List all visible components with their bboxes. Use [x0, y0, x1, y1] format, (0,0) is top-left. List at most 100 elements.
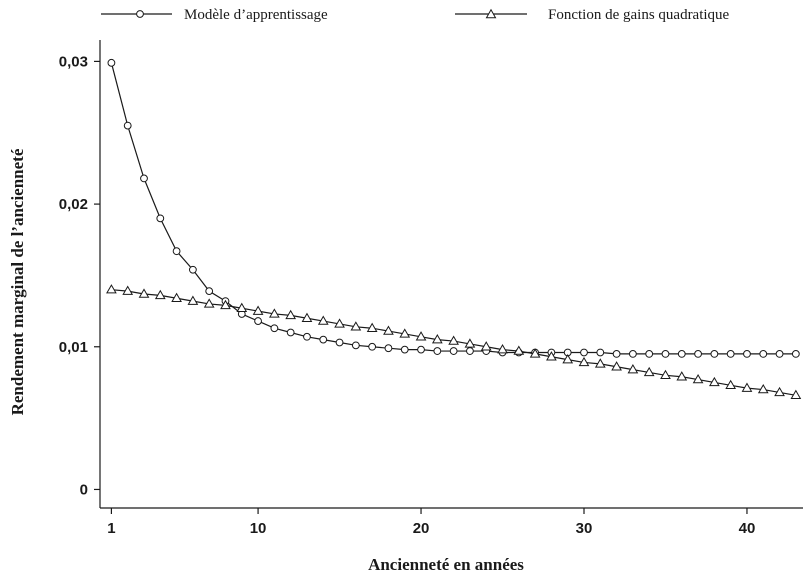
data-point-triangle — [415, 331, 427, 341]
data-point-triangle — [627, 363, 639, 374]
data-point-triangle — [578, 356, 590, 367]
data-point-circle — [661, 350, 670, 358]
data-point-circle — [645, 350, 654, 358]
y-tick-label: 0,02 — [59, 196, 88, 213]
legend: Modèle d’apprentissage Fonction de gains… — [101, 7, 730, 23]
legend-item-series-1: Modèle d’apprentissage — [101, 7, 328, 23]
data-point-triangle — [106, 284, 117, 294]
x-axis: 1 10 20 30 40 — [100, 507, 803, 537]
data-point-circle — [368, 342, 377, 351]
legend-marker-circle-icon — [136, 10, 144, 18]
data-point-triangle — [741, 382, 753, 392]
data-point-triangle — [431, 334, 443, 344]
data-point-circle — [270, 324, 279, 333]
data-point-triangle — [464, 338, 476, 348]
data-point-triangle — [546, 351, 557, 361]
y-axis-title: Rendement marginal de l’ancienneté — [8, 148, 27, 415]
data-point-triangle — [187, 295, 199, 305]
x-tick-label: 1 — [107, 520, 115, 537]
data-point-circle — [791, 350, 800, 358]
data-point-circle — [107, 58, 116, 67]
data-point-triangle — [383, 325, 394, 335]
legend-label-series-1: Modèle d’apprentissage — [184, 7, 328, 23]
y-axis: 0 0,01 0,02 0,03 — [59, 40, 101, 508]
x-tick-label: 30 — [576, 520, 593, 537]
data-point-triangle — [317, 315, 329, 325]
data-point-circle — [417, 345, 425, 354]
data-point-circle — [351, 341, 360, 350]
data-point-triangle — [236, 302, 248, 312]
data-point-circle — [726, 350, 735, 358]
data-point-circle — [466, 347, 474, 355]
x-tick-label: 10 — [250, 520, 267, 537]
data-point-triangle — [350, 321, 362, 331]
y-tick-label: 0,03 — [59, 53, 88, 70]
series-line-1 — [110, 62, 796, 355]
data-point-circle — [596, 348, 605, 357]
data-point-circle — [156, 214, 165, 223]
series-2 — [106, 284, 802, 400]
data-point-triangle — [171, 292, 182, 302]
x-tick-label: 20 — [413, 520, 430, 537]
data-point-triangle — [774, 386, 785, 397]
data-point-triangle — [301, 312, 313, 322]
y-tick-label: 0,01 — [59, 339, 88, 356]
data-point-triangle — [399, 328, 411, 338]
data-point-circle — [433, 347, 442, 355]
data-point-triangle — [725, 379, 737, 390]
data-point-circle — [188, 265, 197, 274]
data-point-triangle — [480, 341, 492, 351]
data-point-circle — [254, 317, 262, 325]
data-point-triangle — [203, 298, 215, 308]
plot-area — [106, 58, 802, 400]
data-point-circle — [580, 348, 588, 357]
data-point-triangle — [154, 289, 166, 300]
data-point-triangle — [497, 344, 508, 354]
data-point-circle — [677, 350, 686, 358]
data-point-triangle — [285, 309, 297, 320]
data-point-triangle — [366, 322, 378, 332]
data-point-circle — [286, 328, 295, 337]
data-point-circle — [303, 332, 311, 341]
data-point-triangle — [220, 299, 231, 310]
y-tick-label: 0 — [80, 481, 88, 498]
data-point-triangle — [676, 371, 688, 381]
data-point-triangle — [562, 354, 574, 364]
data-point-triangle — [757, 383, 769, 394]
data-point-triangle — [709, 376, 720, 387]
data-point-triangle — [513, 345, 525, 355]
data-point-triangle — [692, 373, 704, 384]
data-point-triangle — [643, 366, 655, 377]
data-point-circle — [449, 347, 458, 355]
data-point-circle — [384, 344, 393, 353]
data-point-circle — [743, 350, 751, 358]
data-point-triangle — [448, 335, 459, 345]
data-point-circle — [140, 174, 148, 183]
data-point-circle — [172, 247, 181, 256]
series-1 — [107, 58, 800, 358]
legend-marker-triangle-icon — [485, 8, 497, 19]
data-point-triangle — [252, 305, 264, 315]
data-point-circle — [628, 350, 637, 358]
data-point-triangle — [122, 285, 134, 295]
data-point-triangle — [594, 358, 606, 368]
data-point-circle — [335, 338, 344, 347]
data-point-circle — [319, 335, 328, 344]
legend-label-series-2: Fonction de gains quadratique — [548, 7, 730, 23]
data-point-circle — [759, 350, 768, 358]
data-point-circle — [775, 350, 784, 358]
data-point-triangle — [334, 318, 345, 328]
data-point-triangle — [529, 348, 541, 358]
data-point-circle — [205, 287, 214, 296]
data-point-triangle — [660, 369, 671, 380]
data-point-circle — [710, 350, 719, 358]
legend-item-series-2: Fonction de gains quadratique — [455, 7, 730, 23]
data-point-triangle — [269, 308, 280, 318]
data-point-circle — [694, 350, 702, 358]
x-tick-label: 40 — [739, 520, 756, 537]
data-point-triangle — [611, 361, 622, 371]
x-axis-title: Ancienneté en années — [368, 555, 524, 574]
data-point-circle — [400, 345, 409, 354]
data-point-triangle — [138, 288, 150, 298]
